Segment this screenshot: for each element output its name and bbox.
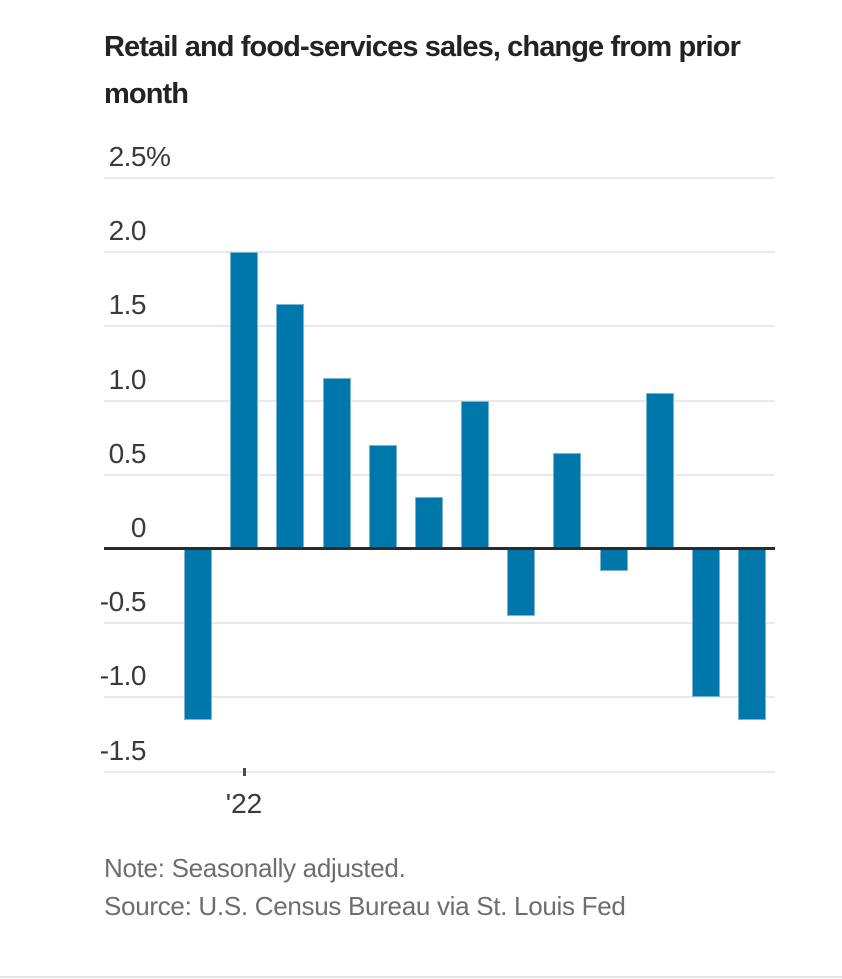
zero-axis-line (104, 547, 775, 550)
gridline (104, 696, 775, 698)
bar-mar-2022 (322, 378, 351, 549)
y-axis-tick-label: -1.5 (99, 735, 147, 766)
y-axis-tick-label: -1.0 (99, 660, 147, 691)
bar-chart-plot-area: 2.5% 2.0 1.5 1.0 0.5 0 -0.5 -1.0 -1.5 '22 (99, 141, 775, 819)
gridline (104, 177, 775, 179)
bar-feb-2022 (276, 304, 305, 549)
y-axis-tick-label: 1.5 (108, 289, 147, 320)
x-axis-tick-label: '22 (225, 788, 263, 819)
chart-source: Source: U.S. Census Bureau via St. Louis… (104, 891, 626, 921)
bar-jun-2022 (461, 400, 489, 549)
bar-dec-2022 (738, 549, 766, 720)
bar-sep-2022 (599, 549, 628, 572)
bar-dec-2021 (184, 549, 212, 720)
y-axis-tick-label: 2.0 (108, 215, 147, 246)
y-axis-tick-label: -0.5 (99, 586, 147, 617)
gridline (104, 622, 775, 624)
gridline (104, 251, 775, 253)
bar-oct-2022 (645, 393, 674, 549)
chart-note: Note: Seasonally adjusted. (104, 853, 406, 883)
gridline (104, 325, 775, 327)
bar-may-2022 (414, 497, 443, 549)
gridline (104, 400, 775, 402)
y-axis-tick-label: 0.5 (108, 438, 147, 469)
y-axis-tick-label: 1.0 (108, 364, 147, 395)
chart-title: Retail and food-services sales, change f… (104, 31, 741, 110)
bar-jul-2022 (507, 549, 536, 616)
gridline (104, 474, 775, 476)
y-axis-tick-label: 0 (130, 512, 147, 543)
percent-sign: % (146, 141, 171, 172)
bar-jan-2022 (230, 252, 259, 549)
page-bottom-divider (0, 976, 842, 978)
y-axis-tick-label: 2.5% (108, 141, 171, 172)
gridline (104, 771, 775, 773)
bar-apr-2022 (368, 445, 397, 549)
x-axis-tick-mark (243, 768, 246, 776)
bar-aug-2022 (553, 452, 582, 549)
bar-nov-2022 (691, 549, 720, 698)
